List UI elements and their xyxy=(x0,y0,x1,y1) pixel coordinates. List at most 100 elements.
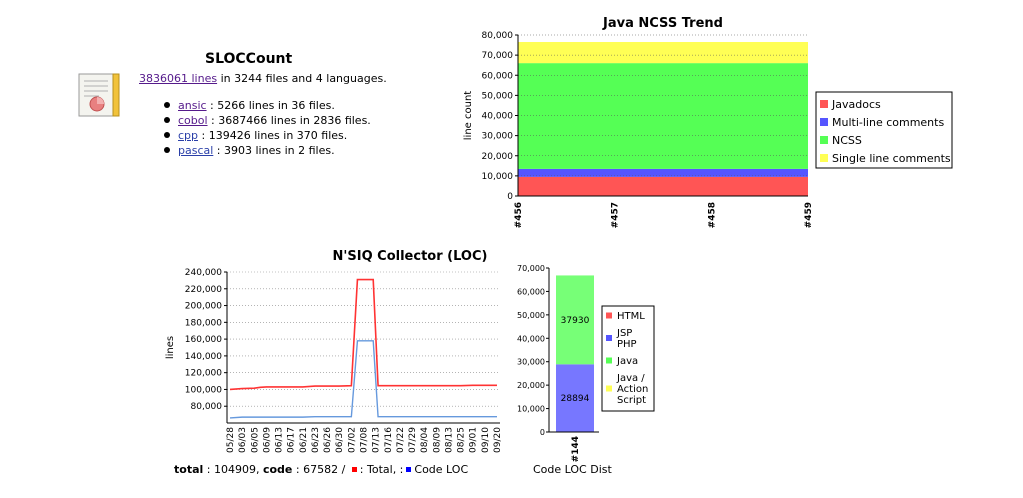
x-tick-label: 07/02 xyxy=(347,427,357,453)
dist-chart-caption: Code LOC Dist xyxy=(533,463,612,476)
x-tick-label: 08/09 xyxy=(432,427,442,453)
y-tick-label: 50,000 xyxy=(482,91,514,101)
code-loc-dist-chart[interactable]: 0 10,000 20,000 30,000 40,000 50,000 60,000 70,… xyxy=(505,258,660,465)
legend-label: Java / xyxy=(616,373,645,384)
bar-segment-1 xyxy=(556,364,594,432)
list-item: ansic : 5266 lines in 36 files. xyxy=(164,98,371,113)
language-stats: : 139426 lines in 370 files. xyxy=(198,129,348,142)
language-stats: : 3687466 lines in 2836 files. xyxy=(207,114,371,127)
x-tick-label: #456 xyxy=(514,202,524,228)
list-item: pascal : 3903 lines in 2 files. xyxy=(164,143,371,158)
chart-title: N'SIQ Collector (LOC) xyxy=(333,249,488,264)
language-link-pascal[interactable]: pascal xyxy=(178,144,214,157)
total-swatch xyxy=(351,467,357,472)
y-tick-label: 220,000 xyxy=(185,285,222,295)
total-lines-link[interactable]: 3836061 lines xyxy=(139,72,218,85)
legend-swatch xyxy=(606,312,612,319)
y-tick-label: 30,000 xyxy=(517,358,545,367)
sloccount-title: SLOCCount xyxy=(205,51,293,67)
legend-swatch xyxy=(820,100,828,108)
legend-total-text: : Total, : xyxy=(359,463,404,476)
y-tick-label: 120,000 xyxy=(185,369,222,379)
line-series-1 xyxy=(229,340,497,419)
legend-label: Javadocs xyxy=(831,98,881,111)
x-tick-label: 07/22 xyxy=(396,427,406,453)
legend-swatch xyxy=(606,385,612,392)
y-tick-label: 80,000 xyxy=(482,31,514,41)
legend-label: Java xyxy=(616,356,638,367)
total-label: total xyxy=(174,463,204,476)
java-ncss-trend-chart[interactable]: Java NCSS Trend 0 10,000 20,000 30,000 40,000… xyxy=(455,10,965,235)
y-tick-label: 240,000 xyxy=(185,268,222,278)
total-value: : 104909, xyxy=(203,463,263,476)
list-item: cpp : 139426 lines in 370 files. xyxy=(164,128,371,143)
summary-text: in 3244 files and 4 languages. xyxy=(217,72,387,85)
area-series-0 xyxy=(518,176,808,196)
y-tick-label: 50,000 xyxy=(517,311,545,320)
y-tick-label: 40,000 xyxy=(482,112,514,122)
x-tick-label: 06/30 xyxy=(335,427,345,453)
legend-swatch xyxy=(820,136,828,144)
legend-swatch xyxy=(606,357,612,364)
x-tick-label: 07/13 xyxy=(372,427,382,453)
data-label: 37930 xyxy=(561,316,590,326)
sloccount-summary: 3836061 lines in 3244 files and 4 langua… xyxy=(139,72,387,85)
x-tick-label: 06/09 xyxy=(262,427,272,453)
x-tick-label: #457 xyxy=(611,202,621,228)
legend-label: JSP xyxy=(616,328,632,339)
x-tick-label: 06/26 xyxy=(323,427,333,453)
x-tick-label: 06/05 xyxy=(250,427,260,453)
data-label: 28894 xyxy=(561,394,590,404)
x-tick-label: 07/29 xyxy=(408,427,418,453)
legend-swatch xyxy=(606,335,612,341)
y-tick-label: 70,000 xyxy=(482,51,514,61)
legend-code-text: Code LOC xyxy=(414,463,469,476)
x-tick-label: 07/16 xyxy=(384,427,394,453)
x-tick-label: 06/03 xyxy=(238,427,248,453)
y-axis-label: line count xyxy=(463,91,474,141)
language-stats: : 3903 lines in 2 files. xyxy=(213,144,335,157)
list-item: cobol : 3687466 lines in 2836 files. xyxy=(164,113,371,128)
language-list: ansic : 5266 lines in 36 files. cobol : … xyxy=(164,98,371,158)
y-tick-label: 0 xyxy=(507,192,513,202)
y-tick-label: 30,000 xyxy=(482,132,514,142)
y-axis-label: lines xyxy=(165,336,176,359)
x-tick-label: #458 xyxy=(707,202,717,228)
legend-label: Action xyxy=(617,384,648,395)
x-tick-label: 08/13 xyxy=(444,427,454,453)
bar-segment-2 xyxy=(556,275,594,365)
x-tick-label: 05/28 xyxy=(226,427,236,453)
x-tick-label: #459 xyxy=(804,202,814,228)
x-tick-label: 09/20 xyxy=(493,427,503,453)
document-chart-icon xyxy=(78,73,120,117)
x-tick-label: 07/08 xyxy=(360,427,370,453)
x-tick-label: 06/17 xyxy=(287,427,297,453)
chart-legend xyxy=(815,91,953,169)
y-tick-label: 60,000 xyxy=(482,71,514,81)
x-tick-label: 06/23 xyxy=(311,427,321,453)
y-tick-label: 0 xyxy=(540,428,545,437)
language-link-cobol[interactable]: cobol xyxy=(178,114,208,127)
y-tick-label: 20,000 xyxy=(482,152,514,162)
nsiq-footer-legend: total : 104909, code : 67582 / : Total, … xyxy=(174,463,468,476)
x-tick-label: 09/10 xyxy=(481,427,491,453)
nsiq-collector-chart[interactable]: N'SIQ Collector (LOC) 80,000 100,000 120,00… xyxy=(155,240,510,465)
y-tick-label: 100,000 xyxy=(185,385,222,395)
language-link-cpp[interactable]: cpp xyxy=(178,129,199,142)
y-tick-label: 10,000 xyxy=(482,172,514,182)
code-value: : 67582 / xyxy=(292,463,346,476)
language-link-ansic[interactable]: ansic xyxy=(178,99,207,112)
y-tick-label: 40,000 xyxy=(517,334,545,343)
x-tick-label: 06/21 xyxy=(299,427,309,453)
x-tick-label: #144 xyxy=(571,436,581,462)
area-series-3 xyxy=(518,42,808,64)
y-tick-label: 70,000 xyxy=(517,264,545,273)
legend-swatch xyxy=(820,118,828,126)
language-stats: : 5266 lines in 36 files. xyxy=(206,99,335,112)
legend-swatch xyxy=(820,154,828,162)
y-tick-label: 60,000 xyxy=(517,287,545,296)
x-tick-label: 09/01 xyxy=(469,427,479,453)
legend-label: Script xyxy=(617,395,646,406)
legend-label: Multi-line comments xyxy=(832,116,944,129)
